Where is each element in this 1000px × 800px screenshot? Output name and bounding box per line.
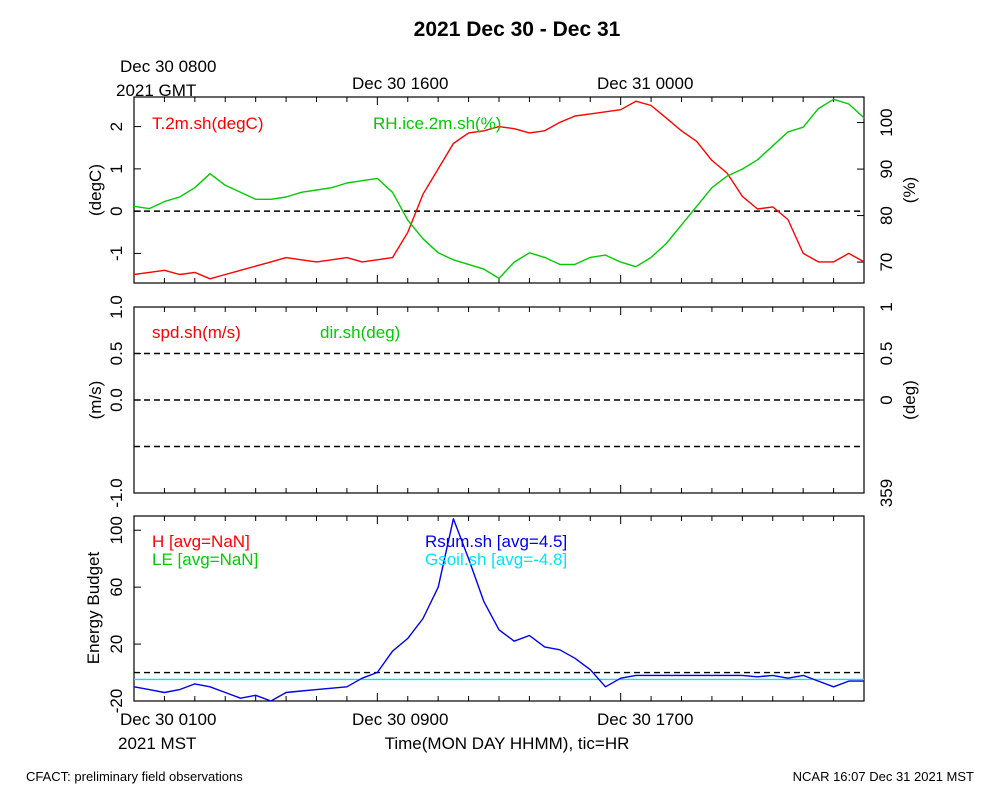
chart-title: 2021 Dec 30 - Dec 31 [414,18,621,41]
footnote-left: CFACT: preliminary field observations [26,769,243,784]
y-tick-label: 20 [107,635,126,654]
y-tick-label: 100 [877,108,896,136]
middle-left-axis-label: (m/s) [86,381,105,420]
axis-ticks [133,97,865,702]
y-tick-label: 90 [877,160,896,179]
bottom-left-axis-label: Energy Budget [84,551,103,664]
rsum-series-line [133,518,864,702]
legend-rsum: Rsum.sh [avg=4.5] [425,532,567,551]
gmt-tick-label-2: Dec 30 1600 [352,74,448,93]
y-tick-label: 2 [107,122,126,131]
legend-temperature: T.2m.sh(degC) [152,114,263,133]
legend-gsoil: Gsoil.sh [avg=-4.8] [425,550,567,569]
y-tick-label: 359 [877,479,896,507]
legend-direction: dir.sh(deg) [320,323,400,342]
mst-tick-label-3: Dec 30 1700 [597,710,693,729]
mst-tick-label-2: Dec 30 0900 [352,710,448,729]
x-axis-label: Time(MON DAY HHMM), tic=HR [385,734,630,753]
footnote-right: NCAR 16:07 Dec 31 2021 MST [793,769,974,784]
y-tick-label: 100 [107,516,126,544]
y-tick-label: 0 [877,395,896,404]
legend-speed: spd.sh(m/s) [152,323,241,342]
mst-start-label-line1: Dec 30 0100 [120,710,216,729]
temperature-series-line [133,100,865,280]
top-right-axis-label: (%) [900,177,919,203]
y-tick-label: -1 [107,246,126,261]
y-tick-label: 1 [107,164,126,173]
top-panel-series [133,98,865,280]
y-tick-label: 60 [107,578,126,597]
y-tick-label: 0 [107,206,126,215]
y-tick-label: 70 [877,253,896,272]
tick-labels: -1 0 1 2 70 80 90 100 -1.0 0.0 0.5 1.0 359 0 0.5 1 -20 20… [107,108,896,713]
legend-rh-ice: RH.ice.2m.sh(%) [373,114,501,133]
reference-lines [134,210,864,674]
y-tick-label: 1 [877,302,896,311]
y-tick-label: -20 [107,689,126,714]
gmt-tick-label-3: Dec 31 0000 [597,74,693,93]
mst-start-label-line2: 2021 MST [118,734,196,753]
bottom-panel-series [133,518,864,702]
middle-right-axis-label: (deg) [900,380,919,420]
y-tick-label: 1.0 [107,295,126,319]
y-tick-label: -1.0 [107,478,126,507]
rh-ice-series-line [133,98,865,280]
y-tick-label: 0.5 [107,342,126,366]
gmt-start-label-line2: 2021 GMT [116,81,196,100]
top-left-axis-label: (degC) [86,164,105,216]
legend-le: LE [avg=NaN] [152,550,258,569]
y-tick-label: 0.5 [877,342,896,366]
gmt-start-label-line1: Dec 30 0800 [120,57,216,76]
y-tick-label: 80 [877,206,896,225]
y-tick-label: 0.0 [107,388,126,412]
legend-h: H [avg=NaN] [152,532,250,551]
